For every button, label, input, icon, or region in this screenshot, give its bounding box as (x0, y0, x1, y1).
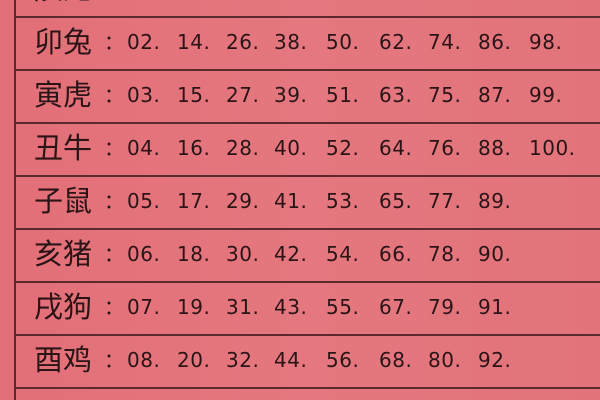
row-divider (14, 122, 600, 124)
separator: ： (104, 30, 124, 54)
number-cell: 14. (177, 30, 211, 54)
row-label: 丑牛 (34, 131, 93, 165)
row-divider (14, 228, 600, 230)
number-cell: 74. (428, 30, 462, 54)
number-cell: 30. (226, 242, 260, 266)
number-cell: 87. (478, 83, 512, 107)
number-cell: 19. (177, 295, 211, 319)
number-cell: 42. (274, 242, 308, 266)
number-cell: 62. (379, 30, 413, 54)
number-cell: 64. (379, 136, 413, 160)
row-label: 卯兔 (34, 25, 93, 59)
number-cell: 32. (226, 348, 260, 372)
separator: ： (104, 242, 124, 266)
number-cell: 67. (379, 295, 413, 319)
number-cell: 28. (226, 136, 260, 160)
number-cell: 90. (478, 242, 512, 266)
number-cell: 99. (529, 83, 563, 107)
number-cell: 38. (274, 30, 308, 54)
number-cell: 16. (177, 136, 211, 160)
row-label: 亥猪 (34, 237, 93, 271)
number-cell: 15. (177, 83, 211, 107)
number-cell: 39. (274, 83, 308, 107)
number-cell: 41. (274, 189, 308, 213)
separator: ： (104, 189, 124, 213)
number-cell: 26. (226, 30, 260, 54)
number-cell: 08. (127, 348, 161, 372)
number-cell: 65. (379, 189, 413, 213)
number-cell: 31. (226, 295, 260, 319)
number-cell: 18. (177, 242, 211, 266)
separator: ： (104, 136, 124, 160)
row-divider (14, 16, 600, 18)
number-cell: 56. (326, 348, 360, 372)
number-cell: 80. (428, 348, 462, 372)
number-cell: 02. (127, 30, 161, 54)
number-cell: 92. (478, 348, 512, 372)
row-label: 寅虎 (34, 78, 93, 112)
number-cell: 54. (326, 242, 360, 266)
row-label: 酉鸡 (34, 343, 93, 377)
separator: ： (104, 348, 124, 372)
row-divider (14, 69, 600, 71)
number-cell: 88. (478, 136, 512, 160)
number-cell: 77. (428, 189, 462, 213)
row-label: 子鼠 (34, 184, 93, 218)
table-border (14, 0, 16, 400)
number-cell: 07. (127, 295, 161, 319)
number-cell: 76. (428, 136, 462, 160)
number-cell: 04. (127, 136, 161, 160)
number-cell: 55. (326, 295, 360, 319)
number-cell: 51. (326, 83, 360, 107)
row-divider (14, 175, 600, 177)
number-cell: 27. (226, 83, 260, 107)
number-cell: 50. (326, 30, 360, 54)
number-cell: 98. (529, 30, 563, 54)
number-cell: 52. (326, 136, 360, 160)
number-cell: 75. (428, 83, 462, 107)
number-cell: 44. (274, 348, 308, 372)
separator: ： (104, 295, 124, 319)
number-cell: 53. (326, 189, 360, 213)
number-cell: 17. (177, 189, 211, 213)
number-cell: 20. (177, 348, 211, 372)
number-cell: 100. (529, 136, 576, 160)
row-divider (14, 387, 600, 389)
number-cell: 79. (428, 295, 462, 319)
number-cell: 86. (478, 30, 512, 54)
number-cell: 06. (127, 242, 161, 266)
row-label: 辰龙 (34, 0, 92, 6)
row-divider (14, 334, 600, 336)
number-cell: 03. (127, 83, 161, 107)
number-cell: 40. (274, 136, 308, 160)
number-cell: 05. (127, 189, 161, 213)
number-cell: 66. (379, 242, 413, 266)
number-cell: 89. (478, 189, 512, 213)
number-cell: 29. (226, 189, 260, 213)
number-cell: 78. (428, 242, 462, 266)
row-label: 戌狗 (34, 290, 93, 324)
number-cell: 68. (379, 348, 413, 372)
separator: ： (104, 83, 124, 107)
number-cell: 43. (274, 295, 308, 319)
number-cell: 63. (379, 83, 413, 107)
number-cell: 91. (478, 295, 512, 319)
row-divider (14, 281, 600, 283)
